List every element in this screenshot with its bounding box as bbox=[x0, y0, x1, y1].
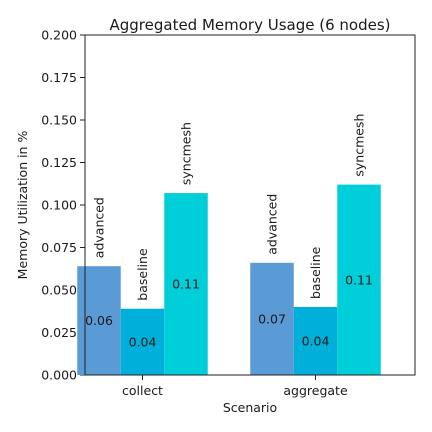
x-axis-ticks: collect aggregate bbox=[122, 375, 348, 398]
y-tick-label: 0.125 bbox=[41, 155, 77, 170]
bar-baseline-collect bbox=[120, 308, 165, 375]
x-axis-label: Scenario bbox=[223, 400, 277, 415]
bar-series-label: baseline bbox=[135, 248, 150, 301]
bar-value-label: 0.11 bbox=[345, 272, 373, 287]
bar-syncmesh-collect bbox=[164, 193, 208, 375]
plot-frame bbox=[84, 34, 416, 376]
bar-series-label: advanced bbox=[92, 197, 107, 258]
y-tick-label: 0.200 bbox=[41, 28, 77, 43]
bar-baseline-aggregate bbox=[293, 307, 338, 375]
y-tick-label: 0.000 bbox=[41, 368, 77, 383]
bar-value-label: 0.07 bbox=[258, 311, 286, 326]
y-tick-label: 0.175 bbox=[41, 70, 77, 85]
bar-value-label: 0.04 bbox=[302, 334, 330, 349]
y-tick-label: 0.075 bbox=[41, 240, 77, 255]
chart-title: Aggregated Memory Usage (6 nodes) bbox=[109, 16, 390, 34]
bar-value-label: 0.04 bbox=[129, 334, 157, 349]
x-tick-label: collect bbox=[122, 383, 163, 398]
bar-groups: 0.06 advanced 0.04 baseline 0.11 syncmesh 0.07… bbox=[77, 114, 381, 375]
y-tick-label: 0.050 bbox=[41, 283, 77, 298]
y-tick-label: 0.025 bbox=[41, 325, 77, 340]
bar-series-label: advanced bbox=[265, 194, 280, 255]
y-axis-ticks: 0.000 0.025 0.050 0.075 0.100 0.125 0.150 0.175… bbox=[41, 28, 85, 383]
y-tick-label: 0.100 bbox=[41, 198, 77, 213]
bar-series-label: syncmesh bbox=[179, 122, 194, 185]
bar-series-label: baseline bbox=[308, 246, 323, 299]
y-tick-label: 0.150 bbox=[41, 113, 77, 128]
bar-value-label: 0.06 bbox=[85, 313, 113, 328]
bar-value-label: 0.11 bbox=[172, 277, 200, 292]
x-tick-label: aggregate bbox=[283, 383, 348, 398]
y-axis-label: Memory Utilization in % bbox=[15, 131, 30, 280]
bar-advanced-aggregate bbox=[250, 262, 294, 375]
bar-syncmesh-aggregate bbox=[337, 184, 381, 375]
bar-series-label: syncmesh bbox=[352, 114, 367, 177]
